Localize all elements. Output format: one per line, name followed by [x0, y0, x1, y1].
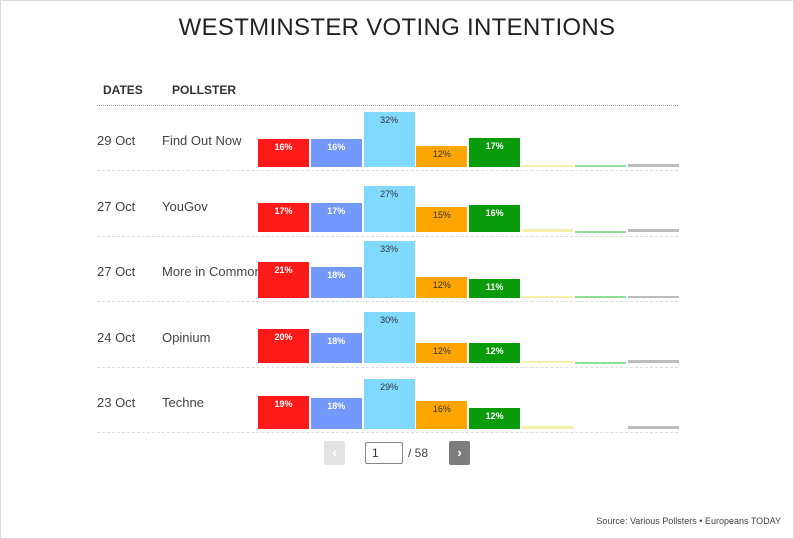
chart-bar [522, 229, 573, 233]
bar-value-label: 19% [274, 399, 293, 410]
chart-bar [522, 425, 573, 429]
row-divider [97, 366, 678, 368]
pollster-name: Techne [162, 395, 204, 410]
chart-bar [258, 329, 309, 364]
bar-value-label: 16% [432, 404, 451, 415]
bar-value-label: 18% [327, 401, 346, 412]
chart-bar [522, 165, 573, 167]
chart-bar [469, 342, 521, 364]
column-header-pollster: POLLSTER [172, 83, 237, 97]
chart-title: WESTMINSTER VOTING INTENTIONS [178, 14, 616, 41]
source-note: Source: Various Pollsters • Europeans TO… [596, 516, 781, 526]
bar-value-label: 11% [485, 282, 504, 293]
chart-bar [310, 203, 362, 233]
chart-bar [469, 408, 521, 429]
poll-date: 23 Oct [97, 395, 136, 410]
bar-value-label: 16% [274, 142, 293, 153]
chart-bar [258, 203, 309, 233]
page-total: / 58 [408, 446, 429, 460]
chart-bar [363, 241, 415, 298]
row-divider [97, 170, 678, 171]
table-row: 23 Oct Techne 19% 18% 29% 16% 12% [0, 368, 794, 433]
bar-value-label: 15% [432, 209, 451, 220]
bar-value-label: 18% [327, 270, 346, 281]
chart-bar [363, 111, 415, 167]
chart-bar [416, 146, 468, 167]
column-header-dates: DATES [103, 83, 143, 97]
pollster-name: Find Out Now [162, 133, 242, 148]
chart-bar [416, 342, 468, 364]
chart-bar [627, 360, 679, 364]
bar-value-label: 30% [380, 314, 399, 325]
chart-bar [258, 396, 309, 429]
bar-value-label: 20% [274, 332, 293, 343]
row-divider [97, 235, 678, 237]
chart-bar [310, 332, 362, 364]
table-row: 24 Oct Opinium 20% 18% 30% 12% 12% [0, 303, 794, 368]
poll-date: 27 Oct [97, 198, 136, 214]
bar-value-label: 17% [327, 206, 346, 217]
chart-bar [522, 360, 573, 364]
bar-value-label: 12% [485, 411, 504, 422]
bar-value-label: 12% [485, 345, 504, 356]
chart-bar [363, 379, 415, 429]
chart-bar [258, 139, 309, 167]
chart-bar [574, 361, 626, 364]
table-row: 27 Oct More in Common 21% 18% 33% 12% 11% [0, 237, 794, 302]
pollster-name: Opinium [162, 329, 211, 345]
bar-value-label: 12% [432, 280, 451, 291]
bar-value-label: 17% [485, 140, 504, 151]
chart-bar [310, 398, 362, 429]
poll-date: 27 Oct [97, 264, 136, 279]
row-divider [97, 301, 678, 302]
chart-bar [469, 204, 521, 233]
chart-bar [522, 296, 573, 298]
poll-date: 24 Oct [97, 329, 136, 345]
table-row: 29 Oct Find Out Now 16% 16% 32% 12% 17% [0, 106, 794, 171]
bar-value-label: 33% [380, 244, 399, 255]
chart-bar [627, 296, 679, 298]
bar-value-label: 16% [327, 142, 346, 153]
chart-bar [469, 137, 521, 167]
chart-bar [310, 139, 362, 167]
page-number-input[interactable] [365, 442, 403, 464]
chart-bar [416, 277, 468, 298]
chart-bar [363, 186, 415, 233]
bar-value-label: 18% [327, 335, 346, 346]
row-divider [97, 432, 678, 433]
chart-bar [574, 296, 626, 298]
bar-value-label: 12% [432, 149, 451, 160]
chart-bar [574, 165, 626, 167]
pollster-name: More in Common [162, 264, 262, 279]
chart-bar [258, 261, 309, 298]
bar-value-label: 21% [274, 264, 293, 275]
chart-bar [363, 311, 415, 364]
pollster-name: YouGov [162, 198, 208, 214]
header-divider [97, 105, 678, 106]
bar-value-label: 32% [380, 114, 399, 125]
chart-bar [416, 206, 468, 233]
poll-date: 29 Oct [97, 133, 136, 148]
chart-bar [416, 401, 468, 429]
chart-bar [627, 164, 679, 167]
bar-value-label: 17% [274, 206, 293, 217]
next-page-button[interactable]: › [449, 441, 470, 465]
chart-bar [574, 230, 626, 233]
bar-value-label: 12% [432, 345, 451, 356]
bar-value-label: 27% [380, 189, 399, 200]
chart-bar [310, 267, 362, 298]
bar-value-label: 29% [380, 382, 399, 393]
chart-bar [627, 229, 679, 233]
chart-bar [469, 279, 521, 298]
table-row: 27 Oct YouGov 17% 17% 27% 15% 16% [0, 172, 794, 237]
previous-page-button[interactable]: ‹ [324, 441, 345, 465]
chart-bar [627, 425, 679, 429]
bar-value-label: 16% [485, 207, 504, 218]
